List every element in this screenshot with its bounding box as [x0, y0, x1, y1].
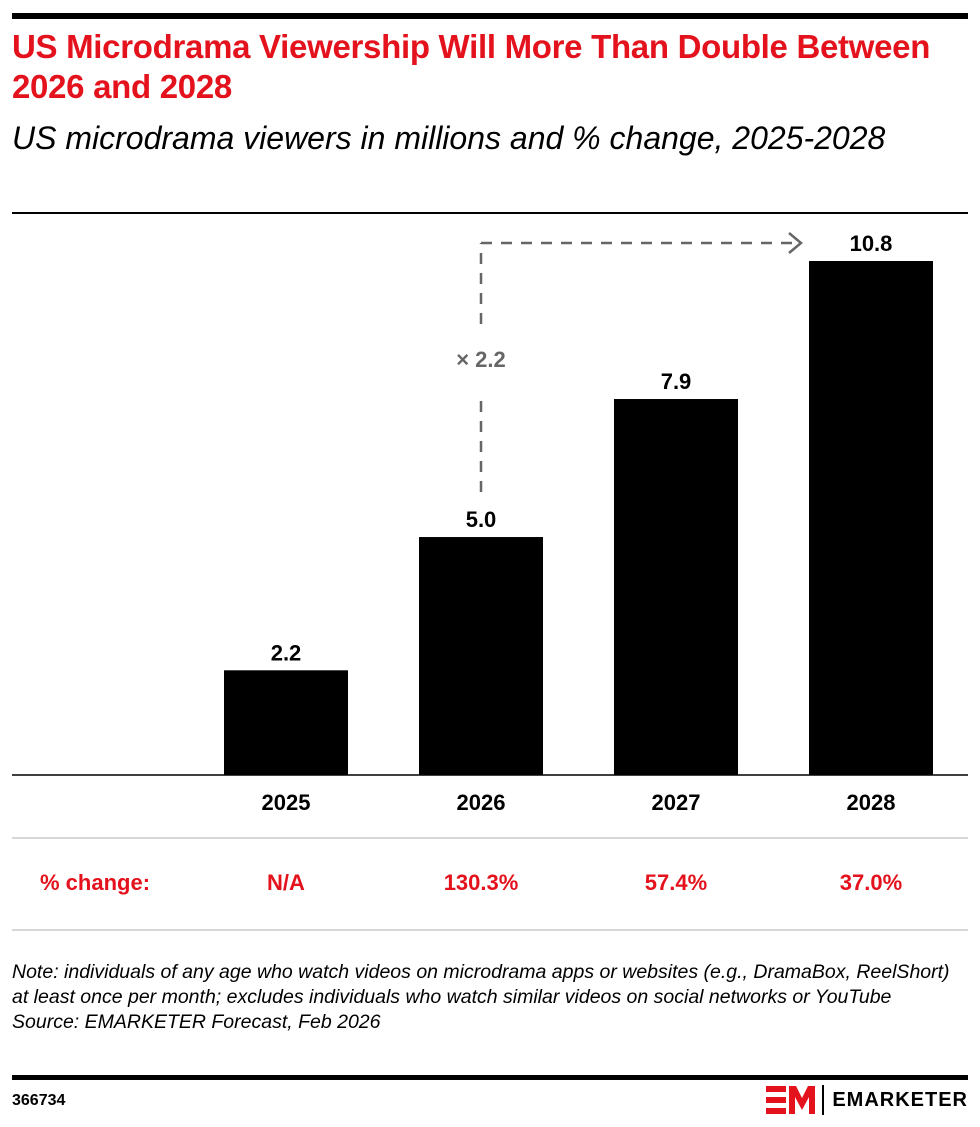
table-bottom-rule: [12, 929, 968, 931]
annotation-multiplier-label: × 2.2: [456, 347, 506, 372]
bottom-rule: [12, 1075, 968, 1080]
value-label-2026: 5.0: [466, 507, 497, 532]
annotation-arrowhead: [788, 232, 803, 254]
table-top-rule: [12, 837, 968, 839]
emarketer-logo: EMARKETER: [766, 1083, 968, 1117]
value-label-2027: 7.9: [661, 369, 692, 394]
source-text: Source: EMARKETER Forecast, Feb 2026: [12, 1011, 381, 1033]
bar-2026: [419, 537, 543, 775]
pct-change-label: % change:: [40, 870, 151, 895]
bar-chart: 2.2 2025 5.0 2026 7.9 2027 10.8 2028 × 2.2: [12, 231, 968, 814]
chart-subtitle: US microdrama viewers in millions and % …: [12, 120, 886, 156]
em-logo-icon: [766, 1086, 816, 1114]
value-label-2025: 2.2: [271, 640, 302, 665]
chart-title: US Microdrama Viewership Will More Than …: [12, 28, 931, 105]
value-label-2028: 10.8: [850, 231, 893, 256]
brand-name: EMARKETER: [832, 1088, 968, 1111]
top-rule: [12, 13, 968, 19]
x-tick-label-2026: 2026: [457, 790, 506, 814]
subtitle-rule: [12, 212, 968, 214]
pct-change-row: % change: N/A 130.3% 57.4% 37.0%: [0, 870, 980, 902]
x-tick-label-2027: 2027: [652, 790, 701, 814]
note-text: Note: individuals of any age who watch v…: [12, 961, 950, 1008]
x-tick-label-2028: 2028: [847, 790, 896, 814]
bar-2027: [614, 399, 738, 775]
pct-change-2025: N/A: [267, 870, 305, 895]
logo-separator: [822, 1085, 825, 1115]
footnote: Note: individuals of any age who watch v…: [12, 960, 968, 1035]
x-tick-label-2025: 2025: [262, 790, 311, 814]
pct-change-2027: 57.4%: [644, 870, 708, 895]
chart-id: 366734: [12, 1092, 66, 1109]
bar-2025: [224, 670, 348, 775]
pct-change-2028: 37.0%: [839, 870, 903, 895]
bar-2028: [809, 261, 933, 775]
pct-change-2026: 130.3%: [443, 870, 519, 895]
